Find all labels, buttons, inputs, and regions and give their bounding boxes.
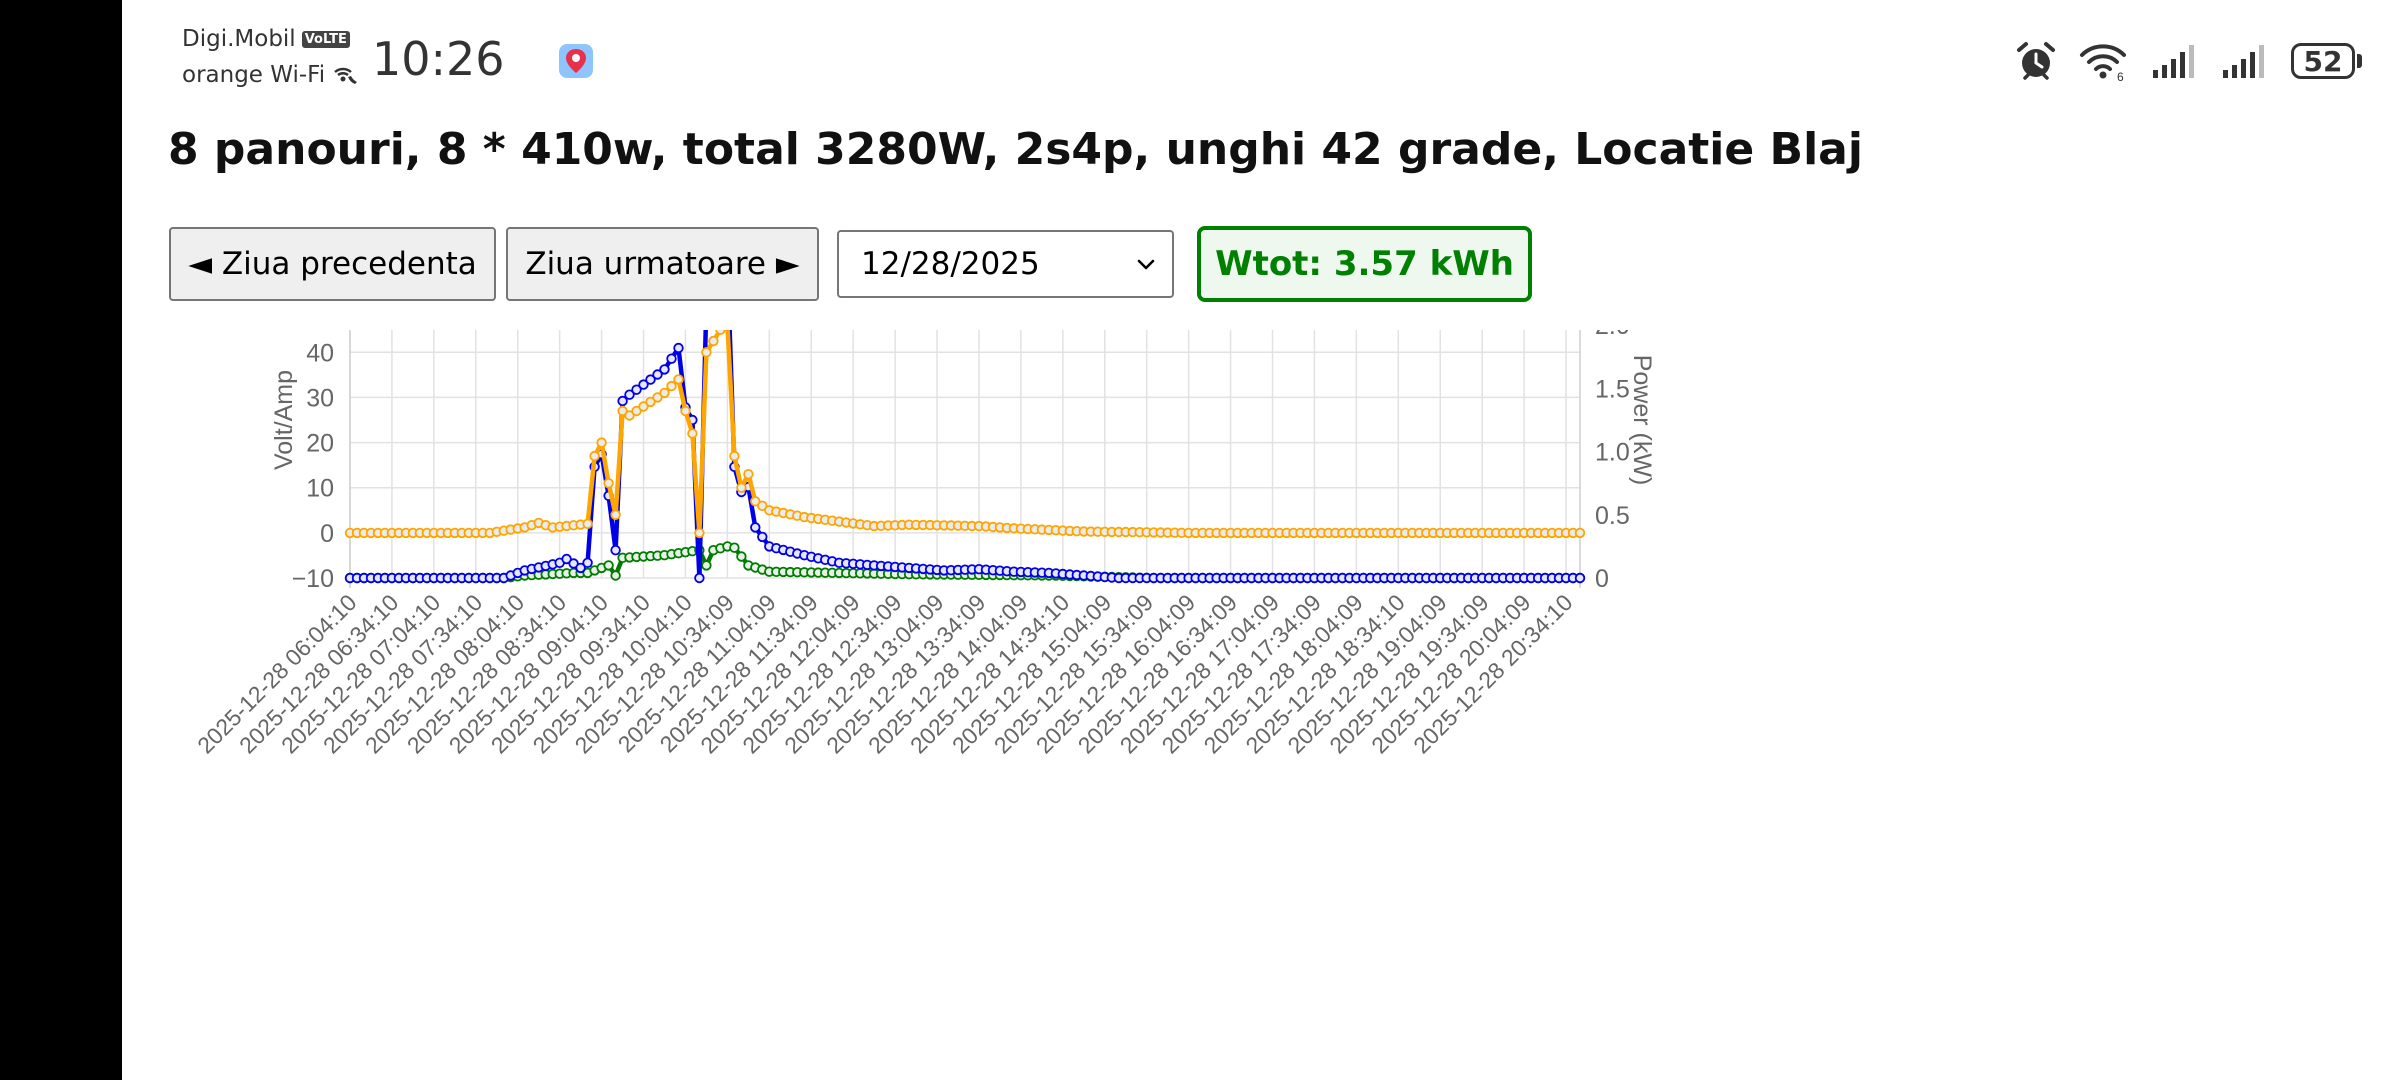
data-point-amp — [715, 330, 726, 335]
y-left-tick-label: 30 — [306, 384, 334, 412]
wifi-icon: 6 — [2080, 44, 2126, 81]
data-point-amp — [645, 396, 656, 408]
screen: Digi.Mobil VoLTE orange Wi-Fi 10:26 — [122, 0, 2388, 1080]
date-select-value: 12/28/2025 — [861, 246, 1040, 282]
data-point-amp — [743, 468, 754, 480]
data-point-amp — [631, 405, 642, 417]
y-left-tick-label: 40 — [306, 339, 334, 367]
y-right-axis-title: Power (kW) — [1628, 355, 1656, 486]
data-point-amp — [680, 405, 691, 417]
series-line-wins — [350, 330, 1580, 581]
data-point-amp — [610, 509, 621, 521]
data-point-amp — [652, 392, 663, 403]
carrier-line-1: Digi.Mobil VoLTE — [182, 26, 350, 52]
data-point-amp — [708, 335, 719, 347]
data-point-wtot — [729, 542, 740, 553]
data-point-wins — [673, 342, 684, 354]
data-point-amp — [757, 500, 768, 512]
date-select[interactable]: 12/28/2025 — [837, 230, 1174, 298]
data-point-amp — [666, 380, 677, 392]
data-point-wins — [652, 369, 663, 380]
battery-level: 52 — [2291, 43, 2355, 79]
data-point-wins — [757, 531, 768, 543]
data-point-wins — [1574, 572, 1586, 584]
data-point-amp — [687, 428, 698, 439]
total-energy-badge: Wtot: 3.57 kWh — [1197, 226, 1532, 302]
data-point-wins — [638, 379, 649, 390]
data-point-amp — [624, 410, 635, 421]
data-point-amp — [750, 496, 761, 507]
data-point-wins — [694, 572, 705, 584]
carrier-name-2: orange Wi-Fi — [182, 62, 326, 88]
svg-text:6: 6 — [2117, 70, 2124, 81]
next-day-button[interactable]: Ziua urmatoare ► — [506, 227, 819, 301]
data-point-wins — [575, 562, 586, 574]
data-point-amp — [638, 401, 649, 412]
series-line-amp — [350, 330, 1580, 536]
carrier-line-2: orange Wi-Fi — [182, 62, 358, 88]
y-right-tick-label: 0.5 — [1595, 502, 1630, 530]
data-point-wtot — [603, 560, 614, 571]
data-point-wins — [617, 395, 628, 407]
y-right-tick-label: 1.5 — [1595, 375, 1630, 403]
data-point-amp — [659, 387, 670, 399]
battery-icon: 52 — [2291, 43, 2362, 79]
y-left-tick-label: 10 — [306, 475, 334, 503]
data-point-amp — [736, 482, 747, 493]
volte-badge: VoLTE — [301, 31, 350, 48]
data-point-amp — [701, 347, 712, 358]
data-point-amp — [596, 437, 607, 448]
signal-icon-2 — [2223, 45, 2264, 78]
series-amp — [344, 330, 1586, 539]
data-point-wins — [582, 557, 593, 569]
previous-day-button[interactable]: ◄ Ziua precedenta — [169, 227, 496, 301]
page-title: 8 panouri, 8 * 410w, total 3280W, 2s4p, … — [168, 124, 1863, 175]
data-point-wins — [645, 374, 656, 385]
chevron-down-icon — [1137, 259, 1155, 270]
clock: 10:26 — [372, 32, 505, 86]
data-point-wins — [561, 553, 572, 565]
series-wins — [344, 330, 1586, 584]
data-point-wtot — [701, 560, 712, 571]
y-left-tick-label: 20 — [306, 430, 334, 458]
y-left-tick-label: 0 — [320, 520, 334, 548]
wifi-calling-icon — [334, 67, 358, 84]
data-point-amp — [673, 374, 684, 385]
status-bar-right: 6 52 — [2015, 36, 2362, 86]
y-right-tick-label: 1.0 — [1595, 439, 1630, 467]
data-point-wins — [666, 353, 677, 364]
data-point-amp — [603, 477, 614, 489]
carrier-name: Digi.Mobil — [182, 26, 296, 52]
data-point-amp — [589, 450, 600, 462]
data-point-wins — [610, 544, 621, 556]
data-point-wins — [750, 522, 761, 533]
y-right-tick-label: 0 — [1595, 565, 1609, 593]
data-point-wtot — [610, 570, 621, 581]
data-point-wins — [624, 389, 635, 400]
data-point-amp — [582, 518, 593, 530]
y-left-axis-title: Volt/Amp — [270, 370, 298, 470]
data-point-wtot — [736, 551, 747, 562]
signal-icon — [2153, 45, 2194, 78]
energy-chart: −10010203040506000.51.01.52.02.5Volt/Amp… — [192, 330, 1656, 759]
y-left-tick-label: −10 — [292, 565, 334, 593]
alarm-icon — [2017, 42, 2055, 80]
data-point-amp — [1574, 527, 1586, 539]
y-right-tick-label: 2.0 — [1595, 330, 1630, 340]
location-app-icon — [559, 44, 593, 78]
data-point-amp — [694, 527, 705, 539]
data-point-wins — [659, 364, 670, 375]
data-point-wins — [631, 384, 642, 395]
data-point-amp — [729, 450, 740, 462]
